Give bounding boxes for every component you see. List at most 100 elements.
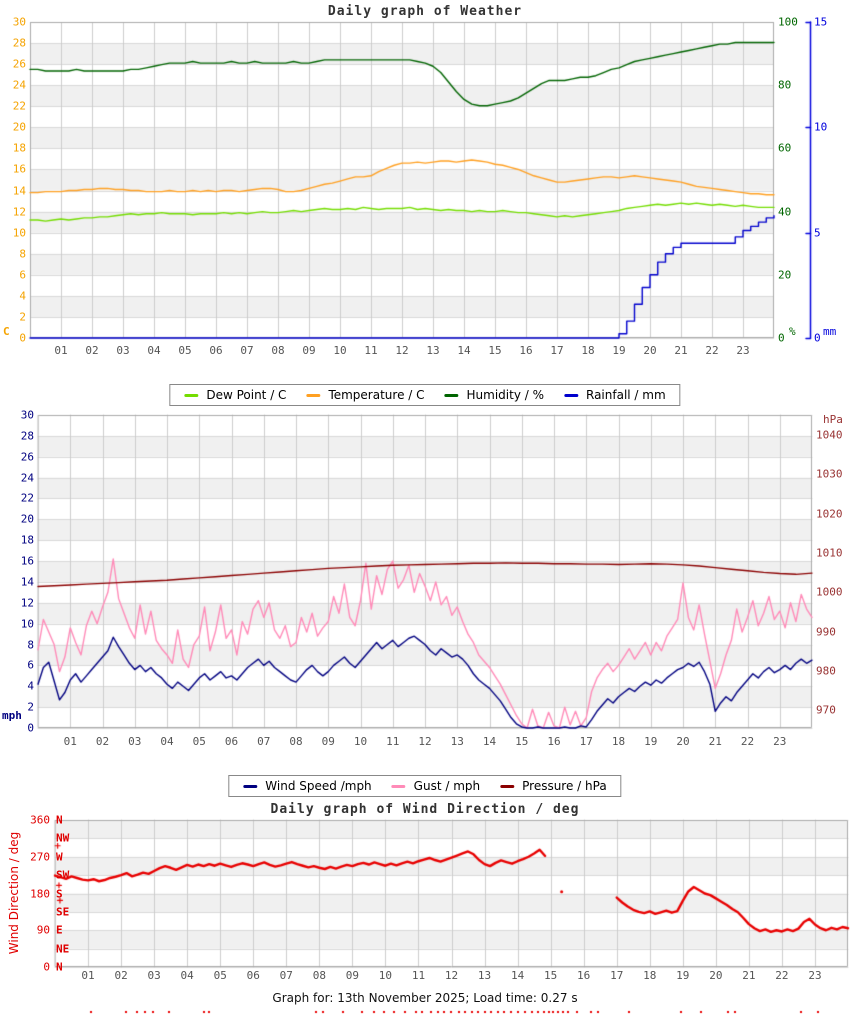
pressure-axis-tick: 970 xyxy=(816,703,836,717)
x-axis-hour-label: 08 xyxy=(271,344,285,357)
temp-axis-tick: 18 xyxy=(12,141,26,155)
legend-label: Wind Speed /mph xyxy=(265,779,372,793)
x-axis-hour-label: 14 xyxy=(457,344,471,357)
temp-axis-tick: 12 xyxy=(12,205,26,219)
x-axis-hour-label: 04 xyxy=(160,735,174,748)
rain-axis-unit: mm xyxy=(823,325,837,338)
x-axis-hour-label: 20 xyxy=(709,969,723,982)
humidity-axis-tick: 40 xyxy=(778,205,792,219)
x-axis-hour-label: 06 xyxy=(224,735,239,748)
x-axis-hour-label: 17 xyxy=(550,344,564,357)
x-axis-hour-label: 05 xyxy=(213,969,227,982)
x-axis-hour-label: 23 xyxy=(773,735,787,748)
humidity-axis-tick: 0 xyxy=(778,331,785,345)
x-axis-hour-label: 11 xyxy=(386,735,400,748)
x-axis-hour-label: 01 xyxy=(54,344,68,357)
temp-axis-tick: 24 xyxy=(12,78,26,92)
x-axis-hour-label: 04 xyxy=(147,344,161,357)
pressure-axis-tick: 980 xyxy=(816,664,836,678)
wind-axis-tick: 14 xyxy=(20,575,34,589)
pressure-axis-tick: 1000 xyxy=(816,585,843,599)
x-axis-hour-label: 19 xyxy=(612,344,626,357)
x-axis-hour-label: 11 xyxy=(411,969,426,982)
wind-axis-tick: 12 xyxy=(20,596,34,610)
x-axis-hour-label: 20 xyxy=(676,735,690,748)
legend-item: Pressure / hPa xyxy=(500,779,607,793)
x-axis-hour-label: 13 xyxy=(426,344,440,357)
x-axis-hour-label: 10 xyxy=(378,969,393,982)
wind-axis-tick: 24 xyxy=(20,471,34,485)
legend-label: Temperature / C xyxy=(328,388,425,402)
legend-marker-icon xyxy=(184,393,199,397)
wind-axis-tick: 10 xyxy=(20,617,34,631)
x-axis-hour-label: 13 xyxy=(450,735,464,748)
legend-item: Rainfall / mm xyxy=(564,388,666,402)
rain-axis-tick: 0 xyxy=(814,331,821,345)
x-axis-hour-label: 12 xyxy=(444,969,459,982)
x-axis-hour-label: 08 xyxy=(312,969,326,982)
x-axis-hour-label: 21 xyxy=(674,344,688,357)
legend-marker-icon xyxy=(391,784,406,788)
legend-marker-icon xyxy=(306,393,321,397)
direction-axis-tick: 360 xyxy=(30,813,50,827)
temp-axis-tick: 2 xyxy=(19,310,26,324)
compass-label: S xyxy=(56,887,63,900)
compass-label: N xyxy=(56,960,63,974)
x-axis-hour-label: 02 xyxy=(95,735,110,748)
pressure-axis-tick: 1020 xyxy=(816,507,843,521)
wind-axis-tick: 22 xyxy=(20,491,34,505)
legend-marker-icon xyxy=(564,393,578,397)
pressure-axis-tick: 1030 xyxy=(816,467,843,481)
temp-axis-tick: 16 xyxy=(12,162,26,176)
temp-axis-tick: 22 xyxy=(12,99,26,113)
x-axis-hour-label: 08 xyxy=(289,735,303,748)
rain-axis-tick: 15 xyxy=(814,15,828,29)
temp-axis-tick: 6 xyxy=(19,268,26,282)
legend-item: Temperature / C xyxy=(306,388,425,402)
pressure-axis-tick: 990 xyxy=(816,625,836,639)
x-axis-hour-label: 03 xyxy=(128,735,142,748)
temp-axis-tick: 20 xyxy=(12,120,26,134)
compass-label: NW xyxy=(56,831,70,845)
compass-label: NE xyxy=(56,942,70,956)
wind-axis-tick: 2 xyxy=(27,700,34,714)
x-axis-hour-label: 17 xyxy=(610,969,624,982)
legend-label: Dew Point / C xyxy=(206,388,287,402)
x-axis-hour-label: 09 xyxy=(321,735,335,748)
wind-direction-axis-label: Wind Direction / deg xyxy=(7,831,21,955)
x-axis-hour-label: 22 xyxy=(740,735,755,748)
x-axis-hour-label: 06 xyxy=(246,969,260,982)
wind-axis-tick: 18 xyxy=(20,533,34,547)
x-axis-hour-label: 22 xyxy=(705,344,719,357)
weather-chart-title: Daily graph of Weather xyxy=(327,4,523,19)
temp-axis-tick: 30 xyxy=(12,15,26,29)
temp-axis-tick: 10 xyxy=(12,226,26,240)
x-axis-hour-label: 02 xyxy=(114,969,128,982)
x-axis-hour-label: 06 xyxy=(209,344,223,357)
x-axis-hour-label: 10 xyxy=(353,735,368,748)
humidity-axis-unit: % xyxy=(789,325,796,338)
x-axis-hour-label: 12 xyxy=(418,735,432,748)
temp-axis-tick: 8 xyxy=(19,247,26,261)
x-axis-hour-label: 16 xyxy=(519,344,533,357)
humidity-axis-tick: 20 xyxy=(778,268,792,282)
wind-axis-tick: 8 xyxy=(27,638,34,652)
wind-axis-tick: 6 xyxy=(27,658,34,672)
legend-label: Rainfall / mm xyxy=(586,388,666,402)
temp-axis-tick: 14 xyxy=(12,184,26,198)
legend-marker-icon xyxy=(500,784,515,788)
legend-item: Wind Speed /mph xyxy=(243,779,372,793)
x-axis-hour-label: 16 xyxy=(547,735,561,748)
wind-chart-legend: Wind Speed /mph Gust / mph Pressure / hPa xyxy=(228,775,622,797)
temp-axis-tick: 0 xyxy=(19,331,26,345)
x-axis-hour-label: 15 xyxy=(488,344,502,357)
x-axis-hour-label: 05 xyxy=(192,735,206,748)
x-axis-hour-label: 23 xyxy=(736,344,750,357)
pressure-axis-unit: hPa xyxy=(823,413,843,426)
direction-axis-tick: 180 xyxy=(30,887,50,900)
temp-axis-unit: C xyxy=(3,325,10,338)
x-axis-hour-label: 03 xyxy=(116,344,130,357)
x-axis-hour-label: 16 xyxy=(577,969,591,982)
